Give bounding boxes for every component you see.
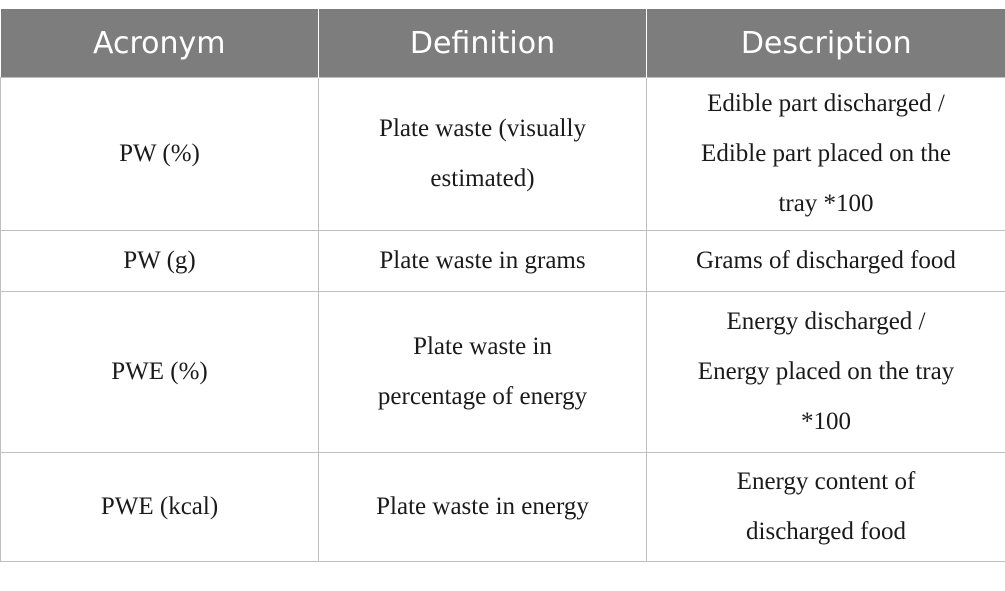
table-row: PW (g) Plate waste in grams Grams of dis… <box>0 230 1005 292</box>
description-line: Energy content of <box>736 468 916 495</box>
definition-cell: Plate waste (visually estimated) <box>318 77 647 231</box>
acronym-cell: PWE (%) <box>0 291 319 453</box>
definition-line: Plate waste in <box>413 333 552 360</box>
description-line: tray *100 <box>778 190 874 217</box>
definition-cell: Plate waste in percentage of energy <box>318 291 647 453</box>
description-line: Edible part discharged / <box>707 90 945 117</box>
definition-line: Plate waste in energy <box>376 493 589 520</box>
acronym-cell: PW (g) <box>0 230 319 292</box>
description-line: discharged food <box>746 518 906 545</box>
header-row: Acronym Definition Description <box>0 9 1005 78</box>
definition-cell: Plate waste in grams <box>318 230 647 292</box>
description-cell: Grams of discharged food <box>646 230 1005 292</box>
table-row: PWE (%) Plate waste in percentage of ene… <box>0 291 1005 453</box>
description-cell: Energy discharged / Energy placed on the… <box>646 291 1005 453</box>
description-line: Edible part placed on the <box>701 140 951 167</box>
description-cell: Energy content of discharged food <box>646 452 1005 562</box>
definition-line: percentage of energy <box>377 383 588 410</box>
definition-cell: Plate waste in energy <box>318 452 647 562</box>
description-line: Energy discharged / <box>726 308 926 335</box>
header-definition: Definition <box>318 9 647 78</box>
header-description: Description <box>646 9 1005 78</box>
acronym-cell: PWE (kcal) <box>0 452 319 562</box>
definition-line: Plate waste in grams <box>379 247 586 274</box>
definition-line: estimated) <box>430 165 535 192</box>
table-row: PWE (kcal) Plate waste in energy Energy … <box>0 452 1005 562</box>
description-line: Grams of discharged food <box>696 247 956 274</box>
definition-line: Plate waste (visually <box>379 115 586 142</box>
description-line: Energy placed on the tray <box>697 358 955 385</box>
plate-waste-table: Acronym Definition Description PW (%) Pl… <box>0 9 1005 562</box>
header-acronym: Acronym <box>0 9 319 78</box>
description-line: *100 <box>801 408 851 435</box>
description-cell: Edible part discharged / Edible part pla… <box>646 77 1005 231</box>
table-row: PW (%) Plate waste (visually estimated) … <box>0 77 1005 231</box>
acronym-cell: PW (%) <box>0 77 319 231</box>
